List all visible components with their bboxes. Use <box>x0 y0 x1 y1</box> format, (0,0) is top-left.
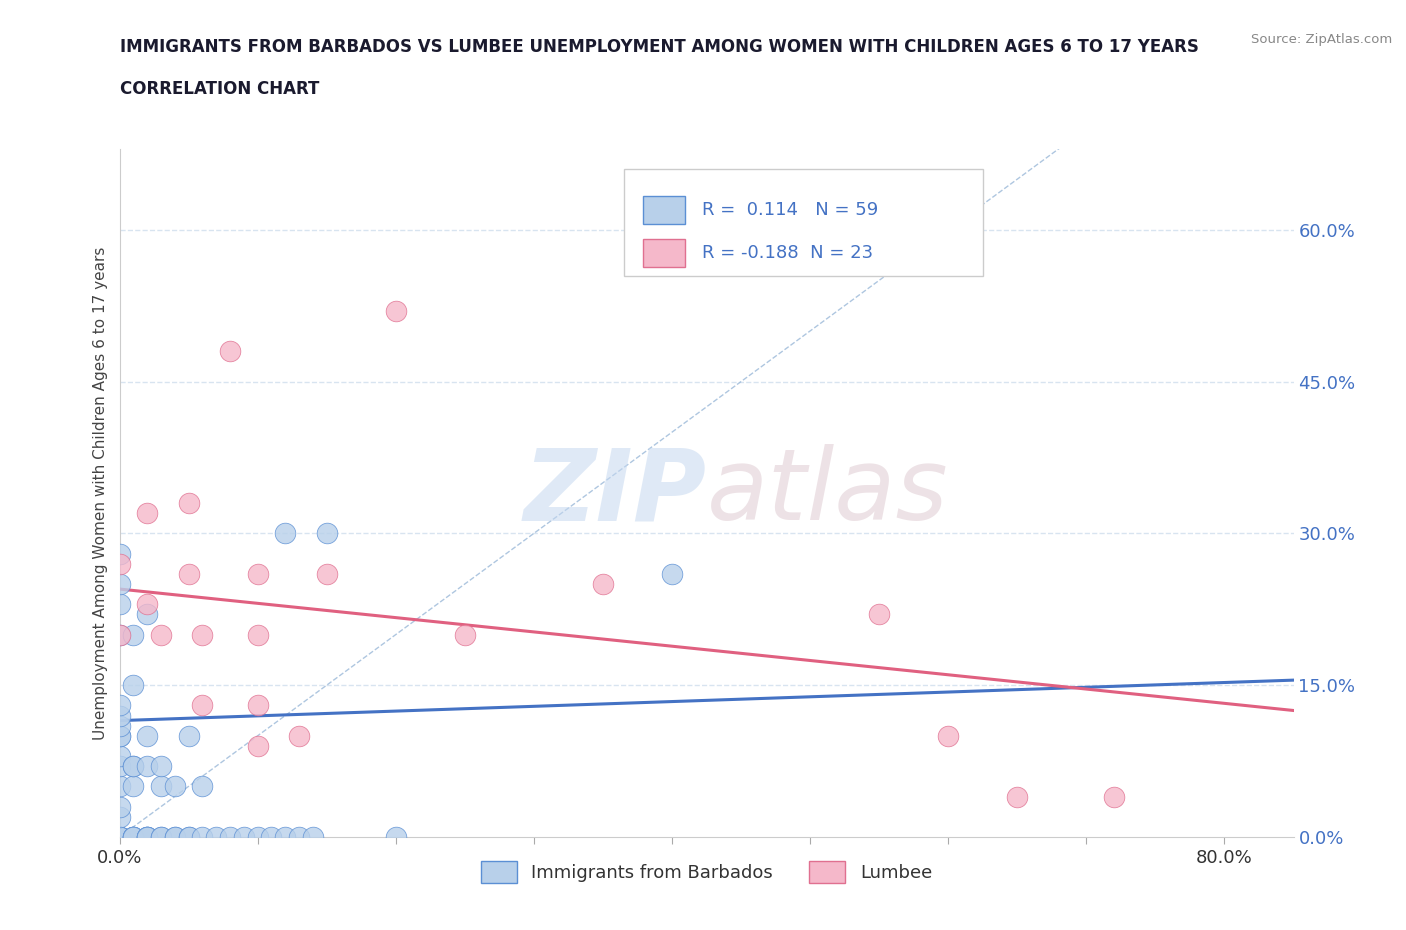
Point <box>191 779 214 794</box>
Point <box>122 830 145 844</box>
Point <box>1102 789 1125 804</box>
Point <box>205 830 228 844</box>
Point <box>246 830 269 844</box>
Point <box>1007 789 1029 804</box>
Point <box>232 830 254 844</box>
Text: IMMIGRANTS FROM BARBADOS VS LUMBEE UNEMPLOYMENT AMONG WOMEN WITH CHILDREN AGES 6: IMMIGRANTS FROM BARBADOS VS LUMBEE UNEMP… <box>120 38 1198 56</box>
Point <box>122 759 145 774</box>
Point <box>108 809 131 824</box>
Point <box>136 607 159 622</box>
Point <box>108 708 131 723</box>
Point <box>122 830 145 844</box>
Point <box>108 759 131 774</box>
Point <box>108 830 131 844</box>
Point <box>108 556 131 571</box>
Point <box>108 830 131 844</box>
Point <box>108 546 131 561</box>
Point <box>149 759 172 774</box>
Point <box>108 627 131 642</box>
Point <box>108 698 131 713</box>
Text: ZIP: ZIP <box>523 445 707 541</box>
Point <box>136 759 159 774</box>
Point <box>136 506 159 521</box>
Point <box>177 728 200 743</box>
Text: Source: ZipAtlas.com: Source: ZipAtlas.com <box>1251 33 1392 46</box>
Point <box>108 830 131 844</box>
Point <box>108 718 131 733</box>
Point <box>108 728 131 743</box>
Point <box>384 830 406 844</box>
Text: R = -0.188  N = 23: R = -0.188 N = 23 <box>702 244 873 262</box>
Y-axis label: Unemployment Among Women with Children Ages 6 to 17 years: Unemployment Among Women with Children A… <box>93 246 108 739</box>
Point <box>149 830 172 844</box>
Point <box>191 627 214 642</box>
Point <box>219 830 242 844</box>
Point <box>177 566 200 581</box>
Point <box>274 526 297 541</box>
Point <box>191 698 214 713</box>
Point <box>122 678 145 693</box>
Point <box>163 830 186 844</box>
Point <box>246 698 269 713</box>
Legend: Immigrants from Barbados, Lumbee: Immigrants from Barbados, Lumbee <box>474 854 939 890</box>
Point <box>136 728 159 743</box>
Point <box>191 830 214 844</box>
Point <box>288 830 311 844</box>
Point <box>936 728 959 743</box>
Text: CORRELATION CHART: CORRELATION CHART <box>120 80 319 98</box>
Point <box>136 830 159 844</box>
Point <box>122 779 145 794</box>
Point <box>122 830 145 844</box>
Point <box>108 799 131 814</box>
Point <box>454 627 477 642</box>
Point <box>315 526 337 541</box>
Point <box>149 830 172 844</box>
Point <box>177 830 200 844</box>
Point <box>122 830 145 844</box>
Point <box>136 830 159 844</box>
Point <box>260 830 283 844</box>
Point <box>108 830 131 844</box>
Point <box>315 566 337 581</box>
Point <box>108 728 131 743</box>
Point <box>177 830 200 844</box>
Point <box>108 577 131 591</box>
Point <box>661 566 683 581</box>
Point <box>592 577 614 591</box>
Point <box>136 830 159 844</box>
Point <box>246 627 269 642</box>
Point <box>163 779 186 794</box>
Point <box>177 496 200 511</box>
Point <box>108 597 131 612</box>
Point <box>136 597 159 612</box>
Point <box>108 749 131 764</box>
Text: R =  0.114   N = 59: R = 0.114 N = 59 <box>702 201 877 219</box>
Point <box>122 759 145 774</box>
Point <box>274 830 297 844</box>
Point <box>136 830 159 844</box>
Point <box>384 303 406 318</box>
Point <box>219 344 242 359</box>
Point <box>108 830 131 844</box>
Text: atlas: atlas <box>707 445 948 541</box>
Point <box>122 627 145 642</box>
Point <box>288 728 311 743</box>
Point <box>108 627 131 642</box>
Point <box>868 607 890 622</box>
Point <box>108 779 131 794</box>
Point <box>163 830 186 844</box>
Point <box>246 738 269 753</box>
Point <box>149 779 172 794</box>
Point <box>149 627 172 642</box>
Point <box>246 566 269 581</box>
Point <box>302 830 325 844</box>
